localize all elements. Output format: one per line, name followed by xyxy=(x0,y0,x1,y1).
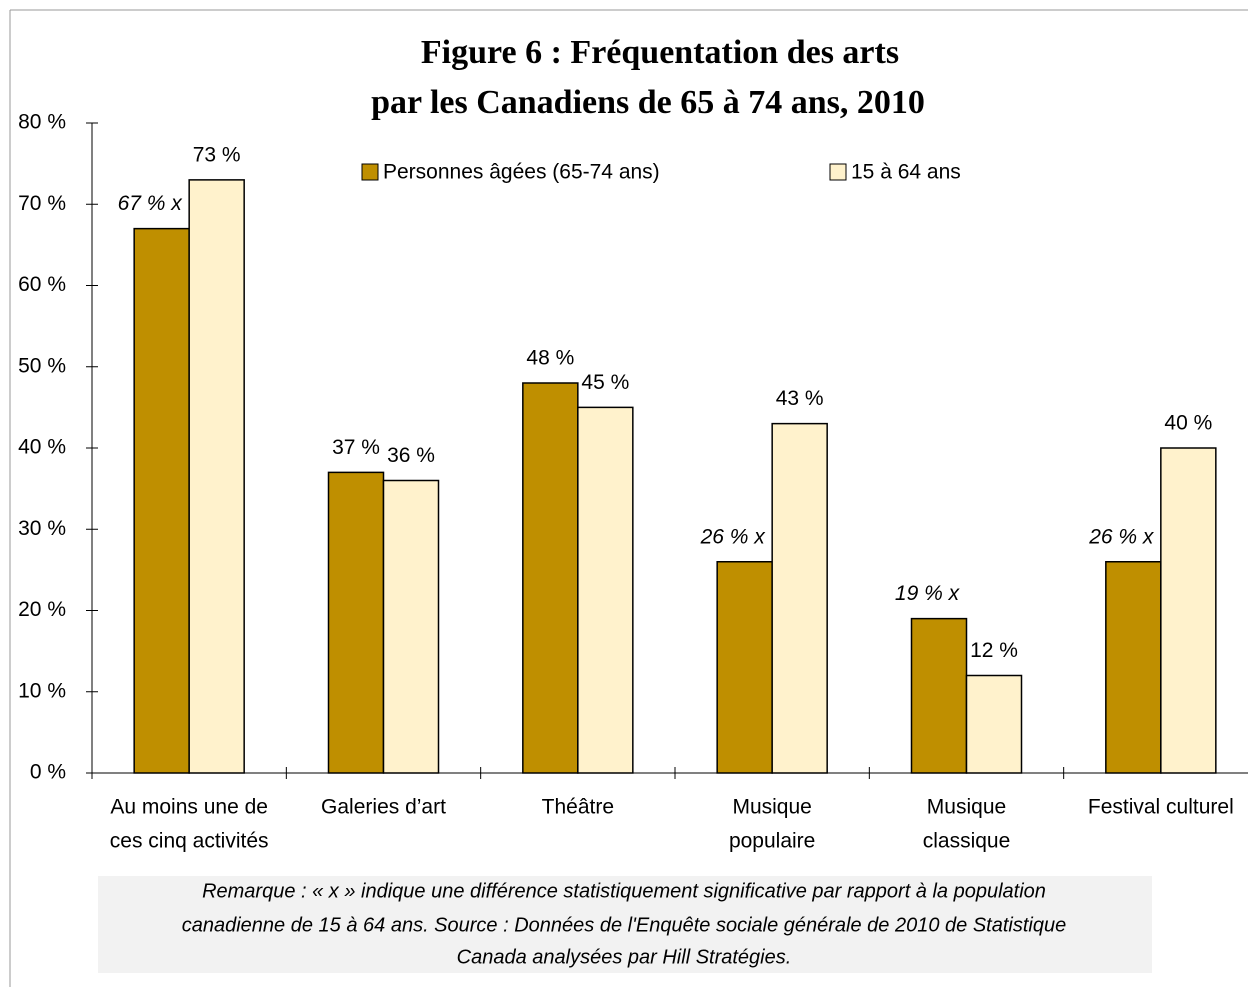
y-tick-label: 30 % xyxy=(18,517,66,540)
value-label: 45 % xyxy=(581,371,629,394)
y-tick-label: 80 % xyxy=(18,111,66,134)
bar xyxy=(382,479,440,774)
x-tick-label: classique xyxy=(923,830,1011,853)
chart-title: Figure 6 : Fréquentation des arts xyxy=(421,34,899,71)
y-tick-label: 70 % xyxy=(18,192,66,215)
x-tick-label: Musique xyxy=(732,796,811,819)
bar xyxy=(522,382,579,774)
legend-swatch xyxy=(361,163,379,181)
value-label: 19 % x xyxy=(895,582,961,605)
bar xyxy=(1105,561,1162,774)
bar xyxy=(188,179,245,774)
y-tick-label: 0 % xyxy=(30,761,66,784)
y-tick-label: 50 % xyxy=(18,354,66,377)
x-tick-label: Théâtre xyxy=(542,796,614,819)
x-tick-label: Festival culturel xyxy=(1088,796,1234,819)
bar xyxy=(327,471,385,774)
x-tick-label: Galeries d’art xyxy=(321,796,446,819)
y-tick-label: 40 % xyxy=(18,436,66,459)
value-label: 26 % x xyxy=(1088,525,1155,548)
chart-title: par les Canadiens de 65 à 74 ans, 2010 xyxy=(371,84,925,121)
note-box xyxy=(98,876,1152,973)
value-label: 37 % xyxy=(332,436,380,459)
bar xyxy=(910,617,968,774)
y-tick-label: 10 % xyxy=(18,679,66,702)
legend-label: Personnes âgées (65-74 ans) xyxy=(383,161,660,184)
value-label: 43 % xyxy=(776,387,824,410)
legend-label: 15 à 64 ans xyxy=(851,161,961,184)
bar xyxy=(771,422,828,774)
note: Canada analysées par Hill Stratégies. xyxy=(457,946,792,968)
bar xyxy=(716,561,773,774)
value-label: 73 % xyxy=(193,143,241,166)
bar xyxy=(577,406,634,774)
value-label: 36 % xyxy=(387,444,435,467)
x-tick-label: populaire xyxy=(729,830,815,853)
x-tick-label: Au moins une de xyxy=(110,796,268,819)
value-label: 67 % x xyxy=(118,192,184,215)
note: Remarque : « x » indique une différence … xyxy=(202,880,1046,902)
x-tick-label: ces cinq activités xyxy=(110,830,269,853)
value-label: 40 % xyxy=(1164,412,1212,435)
bar xyxy=(133,227,190,774)
bar xyxy=(965,674,1023,774)
value-label: 26 % x xyxy=(700,525,767,548)
value-label: 12 % xyxy=(970,639,1018,662)
note: canadienne de 15 à 64 ans. Source : Donn… xyxy=(182,914,1066,936)
y-tick-label: 60 % xyxy=(18,273,66,296)
value-label: 48 % xyxy=(526,347,574,370)
x-tick-label: Musique xyxy=(927,796,1006,819)
y-tick-label: 20 % xyxy=(18,598,66,621)
bar xyxy=(1160,447,1217,774)
legend-swatch xyxy=(829,163,847,181)
